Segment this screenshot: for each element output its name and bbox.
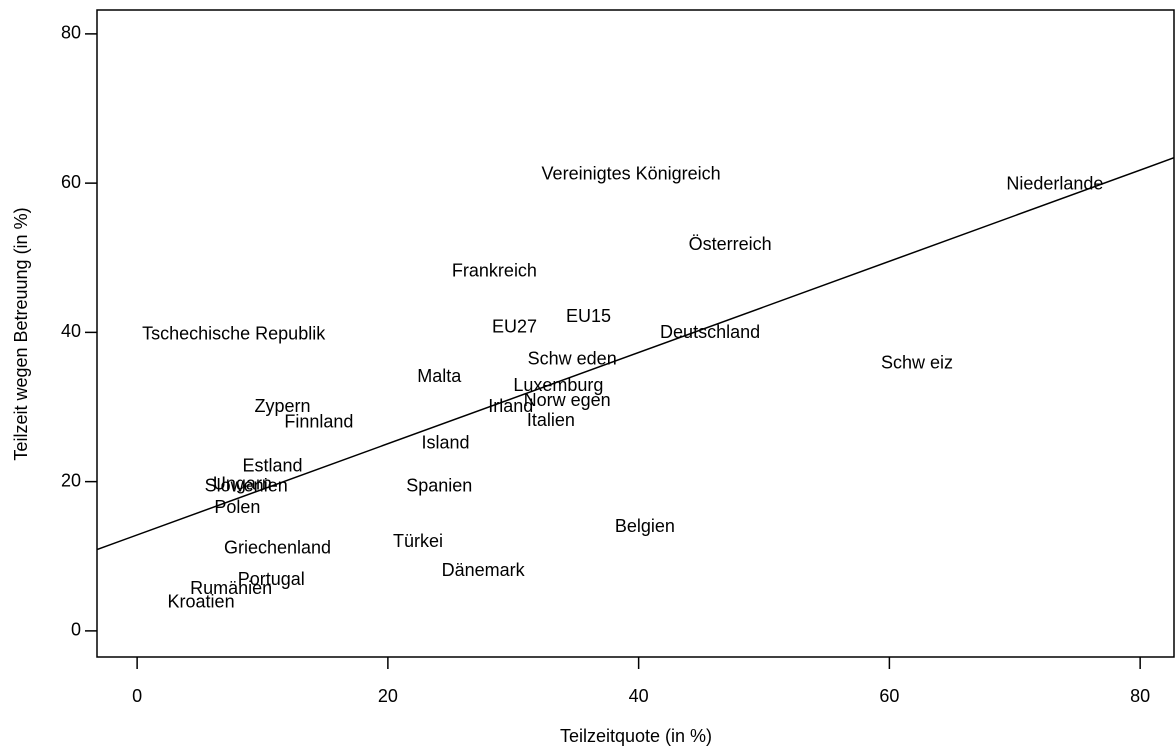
point-label: Kroatien (168, 591, 235, 611)
point-label: Zypern (255, 396, 311, 416)
point-label: Schw eiz (881, 352, 953, 372)
point-label: Estland (243, 455, 303, 475)
point-label: Tschechische Republik (142, 323, 326, 343)
x-tick-label: 20 (378, 686, 398, 706)
point-label: Slowenien (205, 476, 288, 496)
point-label: Spanien (406, 476, 472, 496)
point-label: EU15 (566, 306, 611, 326)
point-label: EU27 (492, 317, 537, 337)
y-tick-label: 40 (61, 321, 81, 341)
point-label: Rumänien (190, 578, 272, 598)
point-label: Island (422, 432, 470, 452)
point-label: Türkei (393, 531, 443, 551)
point-label: Deutschland (660, 322, 760, 342)
point-label: Malta (417, 366, 462, 386)
trend-line (97, 157, 1174, 551)
y-tick-label: 80 (61, 23, 81, 43)
y-tick-label: 0 (71, 620, 81, 640)
point-label: Norw egen (524, 390, 611, 410)
y-tick-label: 60 (61, 172, 81, 192)
point-label: Niederlande (1006, 173, 1103, 193)
x-tick-label: 40 (629, 686, 649, 706)
point-label: Ungarn (213, 473, 272, 493)
point-label: Vereinigtes Königreich (542, 164, 721, 184)
x-tick-label: 60 (879, 686, 899, 706)
plot-frame (96, 9, 1175, 658)
point-label: Belgien (615, 516, 675, 536)
point-label: Portugal (238, 569, 305, 589)
x-tick-label: 0 (132, 686, 142, 706)
y-tick-label: 20 (61, 470, 81, 490)
y-axis-title: Teilzeit wegen Betreuung (in %) (11, 207, 31, 460)
point-label: Dänemark (442, 560, 526, 580)
point-label: Luxemburg (513, 375, 603, 395)
point-label: Frankreich (452, 261, 537, 281)
point-label: Irland (488, 396, 533, 416)
point-label: Finnland (284, 411, 353, 431)
point-label: Polen (214, 497, 260, 517)
point-label: Griechenland (224, 538, 331, 558)
x-tick-label: 80 (1130, 686, 1150, 706)
x-axis-title: Teilzeitquote (in %) (560, 726, 712, 746)
point-label: Schw eden (528, 349, 617, 369)
point-label: Italien (527, 410, 575, 430)
point-label: Österreich (689, 234, 772, 254)
